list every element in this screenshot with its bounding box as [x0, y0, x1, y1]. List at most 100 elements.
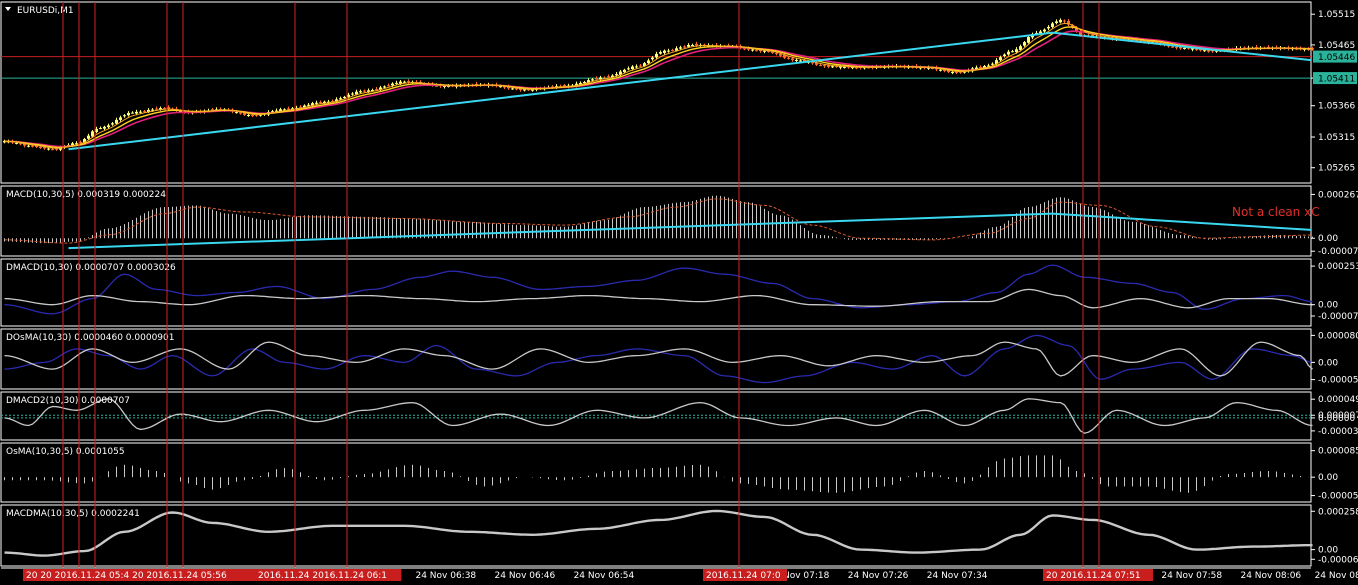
axis-tick-label: 0.000258 [1318, 507, 1358, 517]
time-label: 24 Nov 08:06 [1240, 571, 1301, 581]
candle-body [39, 146, 42, 148]
candle-body [51, 149, 54, 151]
candle-body [383, 86, 386, 88]
candle-body [283, 109, 286, 111]
candle-body [239, 112, 242, 114]
candle-body [1011, 51, 1014, 53]
candle-body [1063, 20, 1066, 22]
candle-body [1303, 48, 1306, 50]
candle-body [691, 44, 694, 46]
triangle-down-icon[interactable] [5, 7, 11, 11]
candle-body [747, 48, 750, 50]
trendline [68, 31, 1053, 151]
candle-body [359, 91, 362, 93]
candle-body [1131, 39, 1134, 41]
candle-body [159, 108, 162, 110]
candle-body [1091, 34, 1094, 37]
candle-body [615, 74, 618, 76]
candle-body [79, 142, 82, 144]
candle-body [395, 82, 398, 84]
candle-body [127, 112, 130, 116]
candle-body [1007, 51, 1010, 55]
candle-body [643, 63, 646, 67]
candle-body [675, 48, 678, 51]
candle-body [983, 66, 986, 68]
candle-body [947, 70, 950, 73]
candle-body [347, 94, 350, 97]
candle-body [991, 63, 994, 65]
candle-body [1199, 48, 1202, 51]
candle-body [623, 69, 626, 73]
candle-body [367, 90, 370, 92]
series-line-gray [4, 509, 1313, 557]
candle-body [667, 50, 670, 52]
series-line-gray [4, 288, 1313, 309]
candle-body [403, 81, 406, 83]
candle-body [975, 67, 978, 70]
candle-body [1079, 30, 1082, 35]
time-highlight-box [255, 569, 402, 581]
candle-body [607, 76, 610, 78]
candle-body [47, 148, 50, 150]
candle-body [1039, 31, 1042, 34]
axis-tick-label: -0.000034 [1318, 427, 1358, 437]
candle-body [31, 145, 34, 147]
price-axis: 0.000253 0.00-0.000074 [1311, 262, 1358, 322]
price-level-marker [1313, 50, 1357, 63]
pane-5: OsMA(10,30,5) 0.0001055 0.000085 0.00 -0.00… [0, 442, 1358, 503]
candle-body [1207, 50, 1210, 52]
candle-body [119, 117, 122, 120]
candle-body [167, 107, 170, 109]
candle-body [1171, 46, 1174, 48]
candle-body [619, 71, 622, 76]
candle-body [123, 115, 126, 117]
candle-body [115, 119, 118, 124]
axis-tick-label: -0.000059 [1318, 492, 1358, 502]
candle-body [103, 126, 106, 129]
candle-body [1015, 49, 1018, 53]
axis-tick-label: 0.00 [1318, 358, 1338, 368]
candle-body [507, 86, 510, 89]
candle-body [587, 80, 590, 83]
candle-body [827, 65, 830, 67]
candle-body [111, 123, 114, 125]
candle-body [579, 82, 582, 85]
series-line-gray [4, 398, 1313, 434]
candle-body [811, 62, 814, 64]
candle-body [855, 67, 858, 69]
candle-body [275, 110, 278, 112]
candle-body [287, 108, 290, 110]
ma-fast-line [4, 22, 1313, 149]
candle-body [151, 109, 154, 111]
candle-body [247, 115, 250, 117]
candle-body [131, 112, 134, 114]
axis-tick-label: 1.05265 [1318, 164, 1355, 174]
panes: EURUSDi,M11.055151.054651.054111.053661.… [0, 1, 1358, 567]
time-highlight-label: 20 2016.11.24 07:51 [1046, 571, 1141, 581]
price-level-label: 1.05411 [1318, 75, 1355, 85]
price-level-label: 1.05446 [1318, 53, 1355, 63]
candle-body [631, 66, 634, 69]
candle-body [695, 43, 698, 46]
candle-body [323, 101, 326, 104]
candle-body [343, 96, 346, 98]
candle-body [583, 82, 586, 84]
time-label: 24 Nov 06:38 [415, 571, 476, 581]
axis-tick-label: 0.000080 [1318, 331, 1358, 341]
candle-body [147, 109, 150, 112]
candle-body [919, 67, 922, 69]
candle-body [759, 49, 762, 52]
candle-body [1075, 28, 1078, 32]
candle-body [235, 112, 238, 114]
pane-frame [0, 504, 1312, 567]
candle-body [299, 106, 302, 108]
candle-body [279, 109, 282, 112]
candle-body [163, 108, 166, 110]
candle-body [1047, 26, 1050, 29]
candle-body [1059, 19, 1062, 23]
candle-body [351, 93, 354, 95]
candle-body [743, 48, 746, 50]
axis-tick-label: -0.000051 [1318, 376, 1358, 386]
candle-body [511, 88, 514, 90]
